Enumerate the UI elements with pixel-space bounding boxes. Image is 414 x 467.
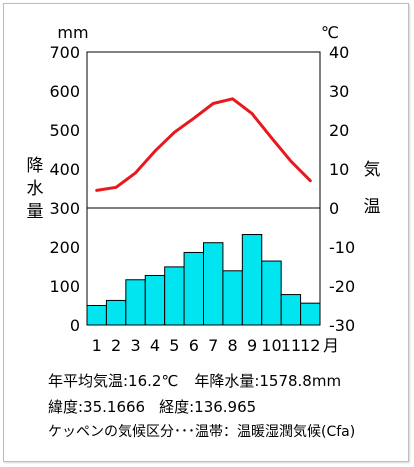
- temp-tick-0: 0: [329, 199, 339, 218]
- precip-bar-8: [222, 270, 243, 326]
- precip-tick-100: 100: [49, 277, 80, 296]
- temperature-line: [95, 97, 312, 192]
- precip-axis-title-char-1: 降: [27, 156, 44, 176]
- annual-temperature: 年平均気温:16.2℃: [48, 372, 179, 390]
- month-label-1: 1: [92, 336, 102, 355]
- precip-bar-7: [203, 242, 224, 326]
- month-label-10: 10: [261, 336, 281, 355]
- coordinates-line: 緯度:35.1666 経度:136.965: [48, 396, 256, 417]
- temp-axis-title-char-2: 温: [364, 197, 381, 217]
- annual-precipitation: 年降水量:1578.8mm: [194, 372, 342, 390]
- precip-tick-400: 400: [49, 160, 80, 179]
- precip-tick-600: 600: [49, 82, 80, 101]
- koppen-classification: ケッペンの気候区分･･･温帯：温暖湿潤気候(Cfa): [48, 424, 356, 440]
- precip-bar-11: [280, 294, 302, 326]
- temp-tick--20: -20: [329, 277, 355, 296]
- precip-axis-title-char-3: 量: [27, 202, 44, 222]
- plot-frame: [86, 51, 321, 326]
- precip-bar-10: [261, 260, 282, 326]
- precip-bar-4: [144, 274, 166, 326]
- temp-tick-40: 40: [329, 43, 349, 62]
- longitude: 経度:136.965: [159, 398, 257, 416]
- temp-tick--10: -10: [329, 238, 355, 257]
- precip-axis-title-char-2: 水: [27, 179, 44, 199]
- temp-unit-label: ℃: [321, 23, 339, 42]
- precip-bar-3: [125, 279, 146, 326]
- temp-tick-20: 20: [329, 121, 349, 140]
- month-label-6: 6: [189, 336, 199, 355]
- temp-axis-title-char-1: 気: [364, 160, 381, 180]
- month-label-11: 11: [281, 336, 301, 355]
- precip-tick-500: 500: [49, 121, 80, 140]
- temp-tick--30: -30: [329, 316, 355, 335]
- temp-tick-10: 10: [329, 160, 349, 179]
- temp-tick-30: 30: [329, 82, 349, 101]
- month-label-3: 3: [130, 336, 140, 355]
- precip-bar-9: [241, 234, 263, 326]
- precip-bar-12: [300, 302, 321, 326]
- precip-tick-700: 700: [49, 43, 80, 62]
- month-label-8: 8: [228, 336, 238, 355]
- climograph-panel: [3, 3, 409, 462]
- precip-bar-2: [105, 299, 127, 326]
- precip-bar-6: [183, 251, 204, 326]
- month-label-2: 2: [111, 336, 121, 355]
- precip-unit-label: mm: [57, 23, 88, 42]
- precip-tick-200: 200: [49, 238, 80, 257]
- precip-bar-5: [164, 266, 185, 326]
- month-label-4: 4: [150, 336, 160, 355]
- precip-tick-300: 300: [49, 199, 80, 218]
- annual-summary-line: 年平均気温:16.2℃ 年降水量:1578.8mm: [48, 370, 341, 391]
- latitude: 緯度:35.1666: [48, 398, 146, 416]
- precip-bar-1: [86, 305, 107, 326]
- month-label-9: 9: [247, 336, 257, 355]
- month-suffix-label: 月: [323, 336, 339, 355]
- precip-tick-0: 0: [70, 316, 80, 335]
- month-label-5: 5: [169, 336, 179, 355]
- month-label-12: 12: [300, 336, 320, 355]
- month-label-7: 7: [208, 336, 218, 355]
